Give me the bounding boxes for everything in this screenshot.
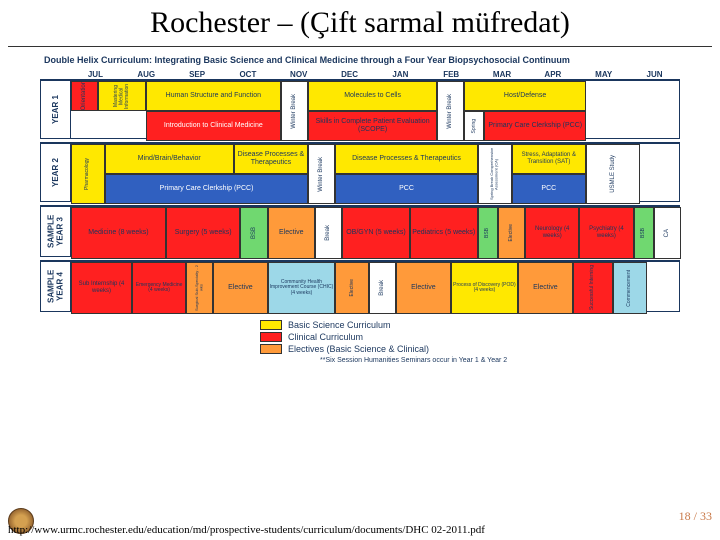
curriculum-block: Process of Discovery (POD) (4 weeks) (451, 262, 519, 314)
year-label: SAMPLE YEAR 3 (41, 207, 71, 256)
curriculum-block: CA (654, 207, 681, 259)
month-label: MAY (578, 70, 629, 79)
curriculum-block: Psychiatry (4 weeks) (579, 207, 633, 259)
curriculum-block: Community Health Improvement Course (CHI… (268, 262, 336, 314)
curriculum-block: Surgical Sub-Specialty - 2 wks (186, 262, 213, 314)
curriculum-block: Host/Defense (464, 81, 586, 111)
curriculum-block: Break (369, 262, 396, 314)
curriculum-block: Successful Interning (573, 262, 614, 314)
page-total: 33 (700, 509, 712, 523)
legend-label: Basic Science Curriculum (288, 320, 391, 330)
curriculum-block: Emergency Medicine (4 weeks) (132, 262, 186, 314)
curriculum-block: Elective (518, 262, 572, 314)
year-label: SAMPLE YEAR 4 (41, 262, 71, 311)
curriculum-block: PCC (512, 174, 587, 204)
month-label: APR (527, 70, 578, 79)
row-content: Sub Internship (4 weeks)Emergency Medici… (71, 262, 679, 311)
curriculum-block: Elective (498, 207, 525, 259)
curriculum-chart: Double Helix Curriculum: Integrating Bas… (40, 53, 680, 364)
month-label: JUL (70, 70, 121, 79)
curriculum-block: Break (315, 207, 342, 259)
curriculum-block: Stress, Adaptation & Transition (SAT) (512, 144, 587, 174)
month-header: JULAUGSEPOCTNOVDECJANFEBMARAPRMAYJUN (70, 70, 680, 79)
legend: Basic Science Curriculum Clinical Curricu… (260, 320, 680, 354)
month-label: SEP (172, 70, 223, 79)
curriculum-block: BSB (634, 207, 654, 259)
legend-label: Clinical Curriculum (288, 332, 363, 342)
curriculum-block: BSB (478, 207, 498, 259)
curriculum-block: Elective (268, 207, 315, 259)
curriculum-block: USMLE Study (586, 144, 640, 204)
chart-subtitle: Double Helix Curriculum: Integrating Bas… (40, 53, 680, 70)
curriculum-block: Winter Break (437, 81, 464, 141)
legend-item: Clinical Curriculum (260, 332, 680, 342)
curriculum-block: Pediatrics (5 weeks) (410, 207, 478, 259)
curriculum-block: Winter Break (308, 144, 335, 204)
year-label: YEAR 2 (41, 144, 71, 201)
legend-swatch (260, 332, 282, 342)
row-content: Medicine (8 weeks)Surgery (5 weeks)BSBEl… (71, 207, 679, 256)
legend-item: Electives (Basic Science & Clinical) (260, 344, 680, 354)
month-label: JAN (375, 70, 426, 79)
year-row: SAMPLE YEAR 4Sub Internship (4 weeks)Eme… (40, 260, 680, 312)
curriculum-block: Winter Break (281, 81, 308, 141)
footer: 18 / 33 http://www.urmc.rochester.edu/ed… (8, 509, 712, 536)
month-label: OCT (222, 70, 273, 79)
year-label: YEAR 1 (41, 81, 71, 138)
curriculum-block: Surgery (5 weeks) (166, 207, 241, 259)
curriculum-block: Spring Break Comprehensive Assessment (C… (478, 144, 512, 204)
curriculum-block: Mind/Brain/Behavior (105, 144, 234, 174)
curriculum-block: Commencement (613, 262, 647, 314)
year-row: YEAR 2PharmacologyMind/Brain/BehaviorDis… (40, 142, 680, 202)
row-content: OrientationMastering Medical Information… (71, 81, 679, 138)
legend-swatch (260, 344, 282, 354)
legend-item: Basic Science Curriculum (260, 320, 680, 330)
slide: Rochester – (Çift sarmal müfredat) Doubl… (0, 0, 720, 540)
curriculum-block: Primary Care Clerkship (PCC) (105, 174, 308, 204)
curriculum-block: Spring (464, 111, 484, 141)
curriculum-block: Elective (213, 262, 267, 314)
curriculum-block: Disease Processes & Therapeutics (234, 144, 309, 174)
curriculum-block: Elective (396, 262, 450, 314)
page-number: 18 / 33 (8, 509, 712, 524)
curriculum-block: Orientation (71, 81, 98, 111)
curriculum-block: Human Structure and Function (146, 81, 282, 111)
month-label: JUN (629, 70, 680, 79)
legend-swatch (260, 320, 282, 330)
year-row: SAMPLE YEAR 3Medicine (8 weeks)Surgery (… (40, 205, 680, 257)
curriculum-block: Medicine (8 weeks) (71, 207, 166, 259)
legend-label: Electives (Basic Science & Clinical) (288, 344, 429, 354)
curriculum-block: Elective (335, 262, 369, 314)
footnote: **Six Session Humanities Seminars occur … (320, 357, 680, 364)
curriculum-block: Sub Internship (4 weeks) (71, 262, 132, 314)
curriculum-block: Pharmacology (71, 144, 105, 204)
month-label: MAR (477, 70, 528, 79)
curriculum-block: Primary Care Clerkship (PCC) (484, 111, 586, 141)
month-label: FEB (426, 70, 477, 79)
curriculum-block: OB/GYN (5 weeks) (342, 207, 410, 259)
source-url: http://www.urmc.rochester.edu/education/… (8, 524, 712, 536)
curriculum-block: Disease Processes & Therapeutics (335, 144, 477, 174)
curriculum-block: PCC (335, 174, 477, 204)
year-row: YEAR 1OrientationMastering Medical Infor… (40, 79, 680, 139)
month-label: NOV (273, 70, 324, 79)
row-content: PharmacologyMind/Brain/BehaviorDisease P… (71, 144, 679, 201)
curriculum-block: Neurology (4 weeks) (525, 207, 579, 259)
slide-title: Rochester – (Çift sarmal müfredat) (8, 4, 712, 47)
curriculum-block: Mastering Medical Information (98, 81, 145, 111)
curriculum-block: Molecules to Cells (308, 81, 437, 111)
month-label: AUG (121, 70, 172, 79)
curriculum-block: Skills in Complete Patient Evaluation (S… (308, 111, 437, 141)
curriculum-block: Introduction to Clinical Medicine (146, 111, 282, 141)
curriculum-block: BSB (240, 207, 267, 259)
page-current: 18 (679, 509, 691, 523)
month-label: DEC (324, 70, 375, 79)
